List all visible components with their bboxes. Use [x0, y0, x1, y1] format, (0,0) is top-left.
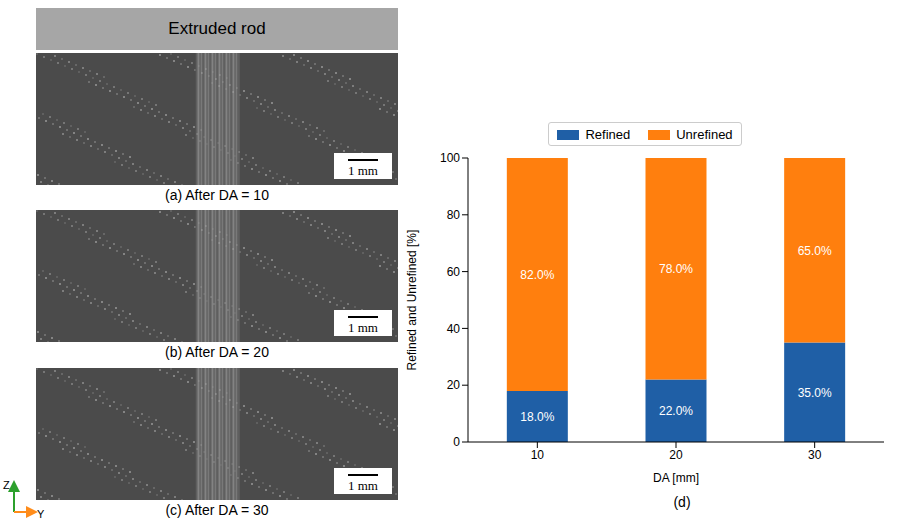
- svg-text:Refined and Unrefined [%]: Refined and Unrefined [%]: [405, 230, 419, 371]
- html-text:Extruded rod: Extruded rod: [168, 19, 266, 38]
- html-text:Refined: Refined: [585, 127, 631, 143]
- svg-text:0: 0: [453, 435, 460, 449]
- svg-text:22.0%: 22.0%: [659, 404, 693, 418]
- svg-text:1 mm: 1 mm: [348, 320, 378, 335]
- svg-text:82.0%: 82.0%: [520, 268, 554, 282]
- svg-text:60: 60: [447, 265, 461, 279]
- svg-text:Y: Y: [37, 508, 45, 520]
- svg-text:18.0%: 18.0%: [520, 410, 554, 424]
- svg-text:1 mm: 1 mm: [348, 478, 378, 493]
- svg-text:78.0%: 78.0%: [659, 262, 693, 276]
- svg-text:80: 80: [447, 208, 461, 222]
- svg-text:1 mm: 1 mm: [348, 163, 378, 178]
- svg-text:35.0%: 35.0%: [798, 386, 832, 400]
- html-text:(c) After DA = 30: (c) After DA = 30: [165, 502, 269, 518]
- svg-text:100: 100: [440, 151, 460, 165]
- html-text:(b) After DA = 20: (b) After DA = 20: [165, 344, 269, 360]
- svg-text:65.0%: 65.0%: [798, 244, 832, 258]
- html-text:(a) After DA = 10: (a) After DA = 10: [165, 187, 269, 203]
- svg-text:DA [mm]: DA [mm]: [653, 471, 699, 485]
- svg-text:40: 40: [447, 322, 461, 336]
- svg-text:20: 20: [447, 378, 461, 392]
- html-text:Unrefined: Unrefined: [676, 127, 733, 143]
- html-text:(d): (d): [673, 494, 691, 510]
- svg-text:Z: Z: [3, 479, 10, 491]
- svg-text:10: 10: [531, 448, 545, 462]
- svg-text:20: 20: [669, 448, 683, 462]
- svg-text:30: 30: [808, 448, 822, 462]
